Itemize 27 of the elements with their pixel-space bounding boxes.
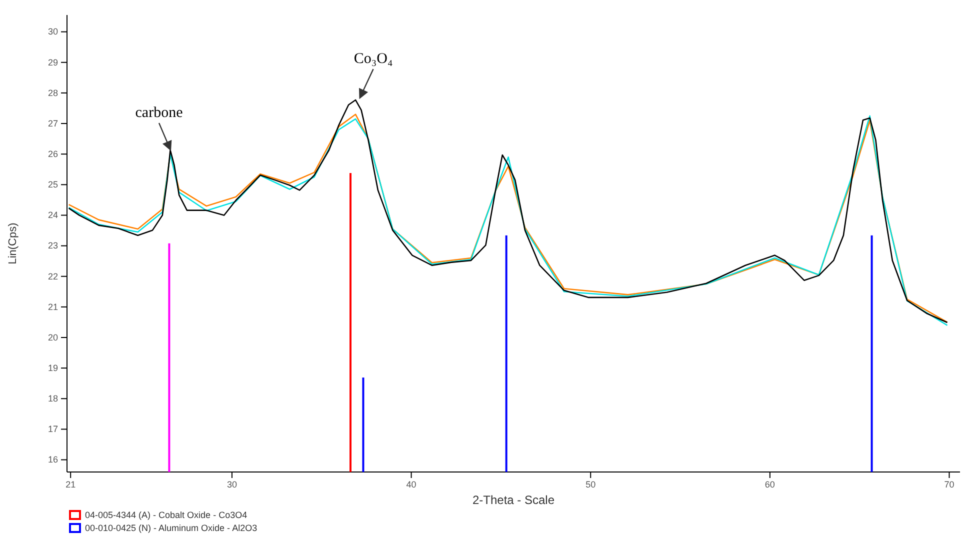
x-axis-title: 2-Theta - Scale bbox=[472, 493, 555, 507]
y-tick-label: 27 bbox=[48, 118, 58, 128]
annotation: Co₃O₄ bbox=[354, 51, 393, 68]
y-tick-label: 22 bbox=[48, 271, 58, 282]
y-tick-label: 30 bbox=[48, 26, 58, 37]
y-tick-label: 23 bbox=[48, 240, 58, 251]
x-tick-label: 21 bbox=[66, 479, 76, 490]
y-tick-label: 28 bbox=[48, 88, 58, 98]
annotation: carbone bbox=[135, 105, 184, 122]
y-tick-label: 20 bbox=[48, 332, 58, 342]
x-tick-label: 30 bbox=[226, 479, 237, 490]
legend-label: 00-010-0425 (N) - Aluminum Oxide - Al2O3 bbox=[85, 523, 258, 533]
y-tick-label: 24 bbox=[48, 210, 58, 220]
y-tick-label: 18 bbox=[48, 394, 58, 404]
y-tick-label: 16 bbox=[48, 454, 58, 465]
y-tick-label: 26 bbox=[48, 148, 58, 159]
y-axis-title: Lin(Cps) bbox=[7, 222, 19, 264]
legend-label: 04-005-4344 (A) - Cobalt Oxide - Co3O4 bbox=[85, 510, 248, 520]
x-tick-label: 60 bbox=[764, 479, 775, 490]
y-tick-label: 25 bbox=[48, 180, 58, 190]
y-tick-label: 17 bbox=[48, 424, 58, 434]
y-tick-label: 29 bbox=[48, 57, 58, 68]
x-tick-label: 40 bbox=[406, 479, 416, 490]
x-tick-label: 70 bbox=[944, 479, 954, 490]
y-tick-label: 21 bbox=[48, 302, 58, 312]
x-tick-label: 50 bbox=[586, 479, 596, 490]
y-tick-label: 19 bbox=[48, 362, 58, 373]
